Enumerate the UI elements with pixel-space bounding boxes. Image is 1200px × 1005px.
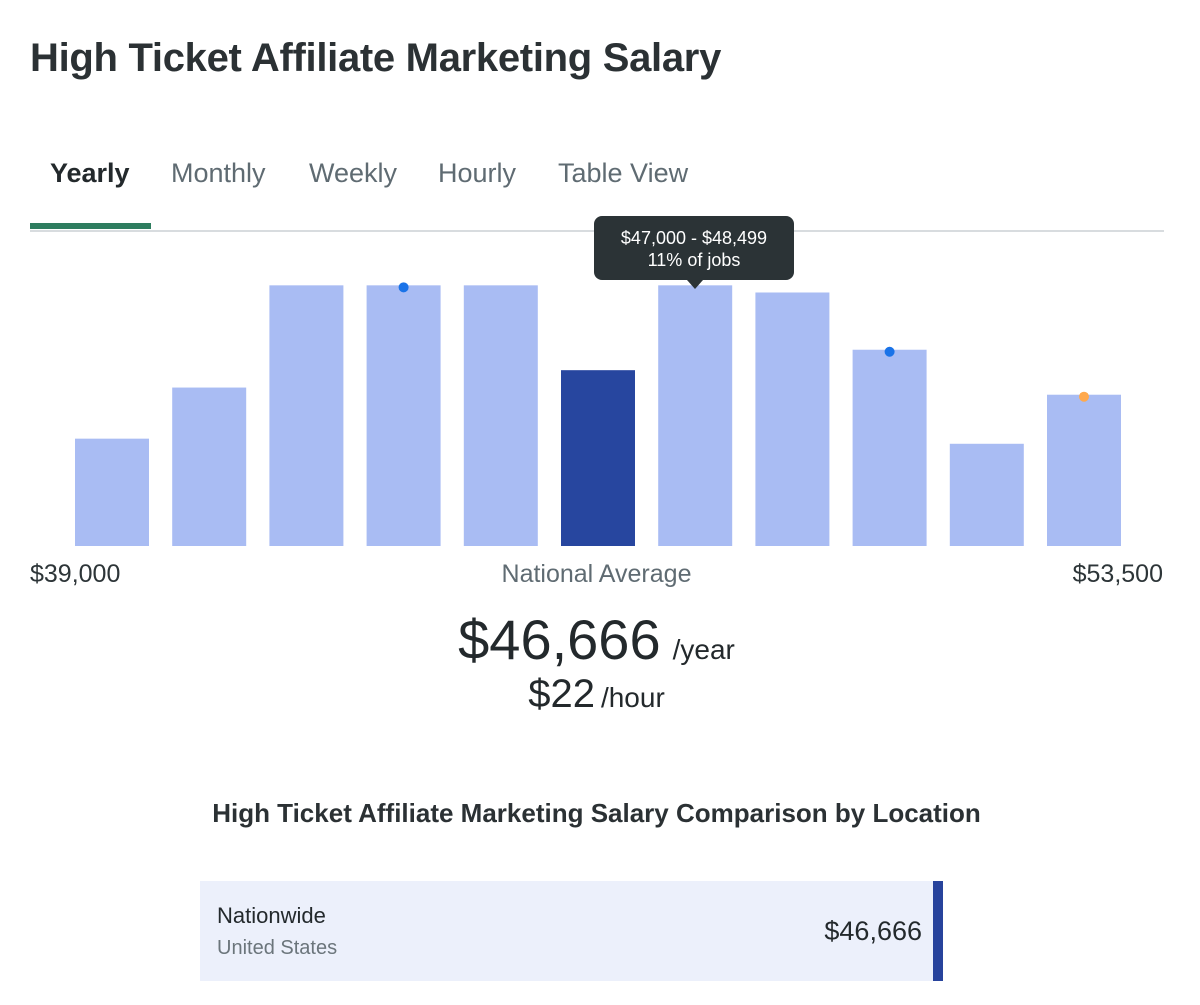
tab-monthly[interactable]: Monthly	[171, 158, 266, 188]
histogram-bar[interactable]	[852, 349, 927, 546]
location-salary: $46,666	[824, 916, 922, 946]
salary-distribution-chart	[75, 282, 1121, 546]
location-row-nationwide[interactable]: Nationwide United States $46,666	[200, 881, 943, 981]
yearly-salary-value: $46,666	[458, 608, 661, 671]
axis-max-label: $53,500	[1072, 560, 1163, 588]
tab-table-view[interactable]: Table View	[558, 158, 689, 188]
histogram-bar[interactable]	[269, 285, 344, 546]
bar-marker-dot	[398, 282, 409, 293]
tab-hourly[interactable]: Hourly	[438, 158, 517, 188]
tooltip-share: 11% of jobs	[647, 250, 741, 270]
page-title: High Ticket Affiliate Marketing Salary	[30, 36, 722, 80]
yearly-salary-unit: /year	[672, 634, 735, 665]
hourly-salary-unit: /hour	[600, 682, 665, 713]
axis-min-label: $39,000	[30, 560, 121, 588]
histogram-bar[interactable]	[75, 438, 149, 546]
comparison-title: High Ticket Affiliate Marketing Salary C…	[212, 798, 981, 828]
histogram-bar[interactable]	[755, 292, 830, 546]
location-name: Nationwide	[217, 903, 326, 928]
histogram-bar[interactable]	[463, 285, 538, 546]
histogram-bar[interactable]	[172, 387, 247, 546]
histogram-bar[interactable]	[366, 285, 441, 546]
location-subtitle: United States	[217, 937, 338, 959]
yearly-salary: $46,666/year	[0, 607, 1193, 672]
bar-marker-dot	[1079, 391, 1089, 402]
tab-weekly[interactable]: Weekly	[309, 158, 398, 188]
hourly-salary: $22/hour	[0, 672, 1193, 717]
hourly-salary-value: $22	[528, 672, 595, 716]
location-bar-accent	[933, 881, 943, 981]
bar-marker-dot	[884, 346, 895, 357]
tooltip-range: $47,000 - $48,499	[620, 228, 768, 248]
histogram-bar[interactable]	[658, 285, 733, 546]
active-tab-indicator	[30, 223, 151, 229]
histogram-bar[interactable]	[949, 443, 1024, 546]
bar-tooltip: $47,000 - $48,499 11% of jobs	[594, 216, 794, 289]
national-average-label: National Average	[501, 560, 692, 588]
histogram-bar[interactable]	[1047, 394, 1121, 546]
tab-yearly[interactable]: Yearly	[50, 158, 130, 188]
histogram-bar[interactable]	[561, 370, 635, 546]
period-tabs: Yearly Monthly Weekly Hourly Table View	[30, 150, 1164, 232]
